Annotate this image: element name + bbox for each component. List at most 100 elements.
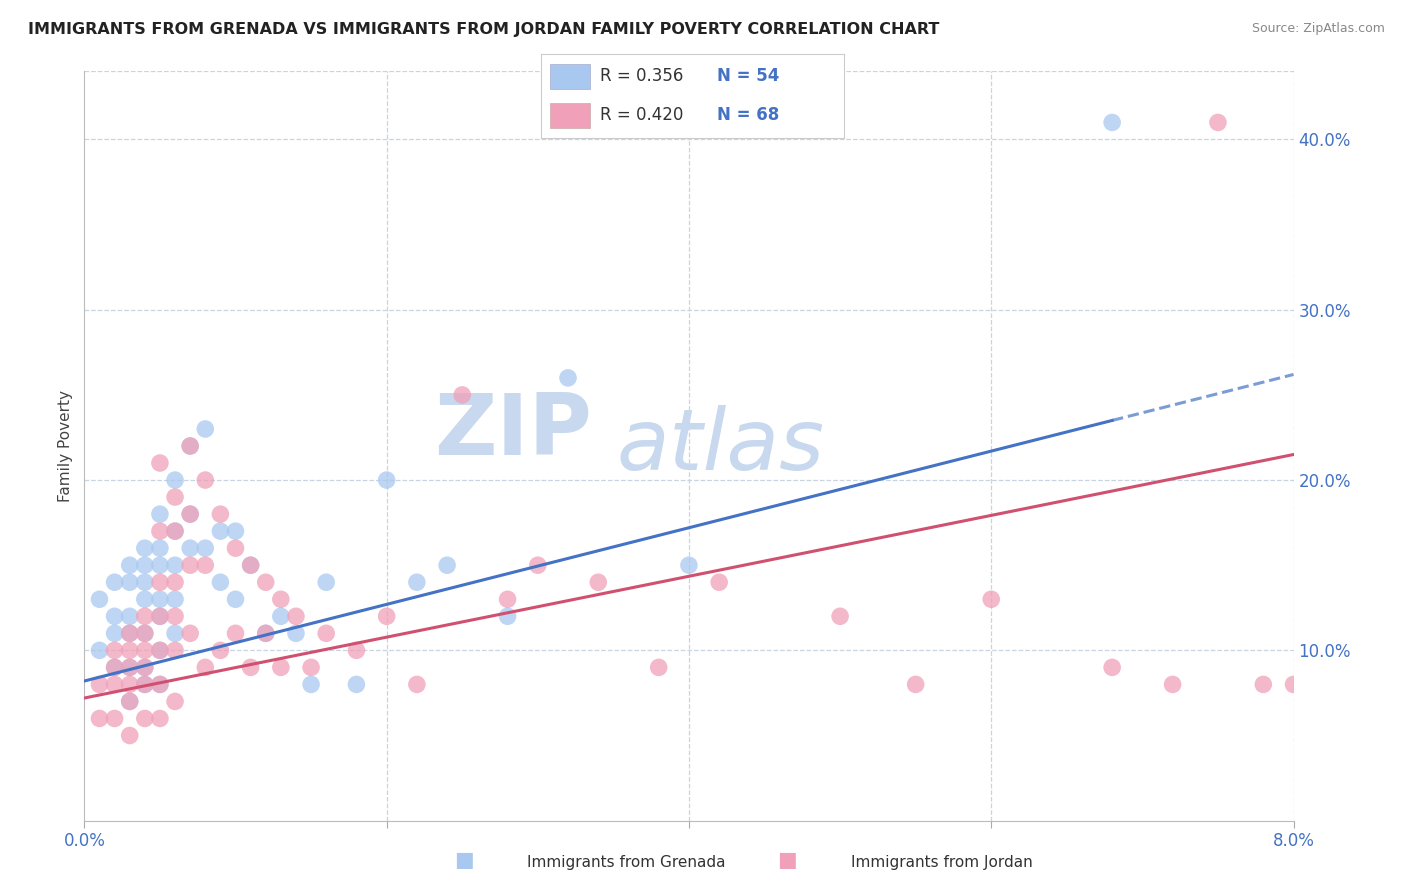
FancyBboxPatch shape: [550, 103, 589, 128]
Point: [165, 609, 187, 624]
Point: [315, 575, 337, 590]
Point: [134, 711, 156, 725]
Text: R = 0.356: R = 0.356: [600, 68, 683, 86]
Point: [451, 388, 474, 402]
Point: [118, 729, 141, 743]
Point: [209, 507, 232, 521]
Point: [225, 541, 247, 556]
Point: [165, 524, 187, 538]
Point: [179, 558, 201, 573]
Point: [406, 677, 429, 691]
Point: [149, 677, 172, 691]
Point: [149, 643, 172, 657]
Point: [285, 626, 308, 640]
Point: [1253, 677, 1275, 691]
Point: [904, 677, 927, 691]
Point: [436, 558, 458, 573]
Point: [134, 643, 156, 657]
Text: ■: ■: [454, 850, 474, 870]
Point: [149, 609, 172, 624]
Point: [149, 677, 172, 691]
Text: atlas: atlas: [616, 404, 824, 488]
Point: [179, 439, 201, 453]
Text: ZIP: ZIP: [434, 390, 592, 473]
Point: [239, 558, 262, 573]
Point: [346, 677, 368, 691]
Point: [89, 677, 111, 691]
Point: [118, 677, 141, 691]
Point: [194, 558, 217, 573]
Text: IMMIGRANTS FROM GRENADA VS IMMIGRANTS FROM JORDAN FAMILY POVERTY CORRELATION CHA: IMMIGRANTS FROM GRENADA VS IMMIGRANTS FR…: [28, 22, 939, 37]
Point: [104, 626, 127, 640]
Point: [254, 575, 277, 590]
Point: [104, 575, 127, 590]
Text: N = 68: N = 68: [717, 106, 779, 124]
Point: [225, 524, 247, 538]
Point: [134, 592, 156, 607]
Point: [254, 626, 277, 640]
Point: [194, 422, 217, 436]
Point: [149, 609, 172, 624]
Point: [179, 507, 201, 521]
Point: [315, 626, 337, 640]
Point: [254, 626, 277, 640]
Text: Immigrants from Grenada: Immigrants from Grenada: [527, 855, 725, 870]
Point: [194, 660, 217, 674]
Point: [239, 558, 262, 573]
Point: [134, 541, 156, 556]
Point: [134, 660, 156, 674]
Point: [209, 643, 232, 657]
Point: [980, 592, 1002, 607]
Point: [179, 541, 201, 556]
Point: [165, 490, 187, 504]
Point: [285, 609, 308, 624]
Text: R = 0.420: R = 0.420: [600, 106, 683, 124]
Text: Immigrants from Jordan: Immigrants from Jordan: [851, 855, 1032, 870]
Point: [104, 609, 127, 624]
Point: [299, 677, 322, 691]
Point: [1282, 677, 1305, 691]
Point: [104, 711, 127, 725]
Point: [118, 609, 141, 624]
Point: [165, 643, 187, 657]
Point: [270, 609, 292, 624]
Point: [149, 507, 172, 521]
Point: [149, 456, 172, 470]
Point: [225, 592, 247, 607]
Point: [165, 473, 187, 487]
Point: [527, 558, 550, 573]
Point: [149, 541, 172, 556]
Point: [118, 643, 141, 657]
Point: [165, 626, 187, 640]
Point: [149, 558, 172, 573]
Point: [179, 439, 201, 453]
Point: [134, 677, 156, 691]
FancyBboxPatch shape: [550, 63, 589, 89]
Point: [194, 473, 217, 487]
Point: [179, 626, 201, 640]
Point: [1161, 677, 1184, 691]
Point: [118, 626, 141, 640]
Point: [678, 558, 700, 573]
Point: [375, 609, 398, 624]
Point: [104, 660, 127, 674]
Point: [830, 609, 852, 624]
Point: [588, 575, 610, 590]
Point: [104, 660, 127, 674]
Point: [134, 677, 156, 691]
Point: [134, 660, 156, 674]
Point: [89, 643, 111, 657]
Point: [118, 626, 141, 640]
Point: [118, 660, 141, 674]
Point: [89, 592, 111, 607]
Point: [149, 592, 172, 607]
Point: [104, 677, 127, 691]
Point: [134, 609, 156, 624]
Y-axis label: Family Poverty: Family Poverty: [58, 390, 73, 502]
Point: [118, 575, 141, 590]
Point: [375, 473, 398, 487]
Point: [134, 626, 156, 640]
Point: [496, 592, 519, 607]
Point: [1101, 660, 1123, 674]
Point: [118, 694, 141, 708]
